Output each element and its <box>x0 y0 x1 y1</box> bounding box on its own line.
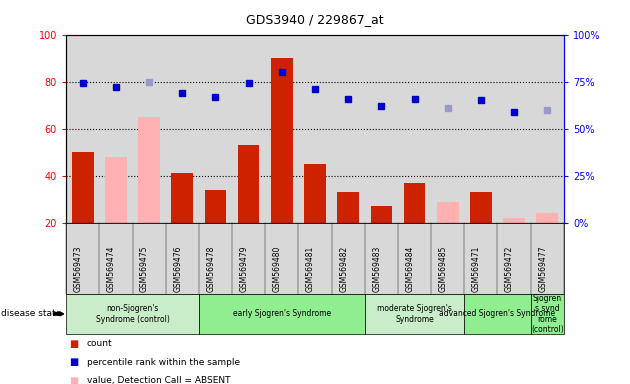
Text: moderate Sjogren's
Syndrome: moderate Sjogren's Syndrome <box>377 304 452 324</box>
Text: value, Detection Call = ABSENT: value, Detection Call = ABSENT <box>87 376 231 384</box>
Text: GSM569471: GSM569471 <box>472 245 481 292</box>
Text: Sjogren
s synd
rome
(control): Sjogren s synd rome (control) <box>531 294 564 334</box>
Text: GSM569475: GSM569475 <box>140 245 149 292</box>
Bar <box>271 58 292 223</box>
Text: advanced Sjogren's Syndrome: advanced Sjogren's Syndrome <box>440 310 556 318</box>
Bar <box>304 164 326 223</box>
Bar <box>171 173 193 223</box>
Bar <box>537 214 558 223</box>
Bar <box>205 190 226 223</box>
Text: ■: ■ <box>69 339 79 349</box>
Text: ■: ■ <box>69 357 79 367</box>
Bar <box>139 117 160 223</box>
Text: ■: ■ <box>69 376 79 384</box>
Text: GSM569472: GSM569472 <box>505 245 514 292</box>
Text: GSM569477: GSM569477 <box>538 245 547 292</box>
Text: GDS3940 / 229867_at: GDS3940 / 229867_at <box>246 13 384 26</box>
Text: GSM569479: GSM569479 <box>239 245 249 292</box>
Text: GSM569480: GSM569480 <box>273 245 282 292</box>
Bar <box>503 218 525 223</box>
Text: GSM569478: GSM569478 <box>207 245 215 292</box>
Text: GSM569483: GSM569483 <box>372 245 381 292</box>
Bar <box>470 192 491 223</box>
Text: GSM569476: GSM569476 <box>173 245 182 292</box>
Bar <box>404 183 425 223</box>
Bar <box>338 192 359 223</box>
Text: GSM569473: GSM569473 <box>74 245 83 292</box>
Text: disease state: disease state <box>1 310 61 318</box>
Bar <box>105 157 127 223</box>
Text: GSM569484: GSM569484 <box>406 245 415 292</box>
Text: GSM569474: GSM569474 <box>107 245 116 292</box>
Text: early Sjogren's Syndrome: early Sjogren's Syndrome <box>232 310 331 318</box>
Bar <box>238 145 260 223</box>
Bar <box>437 202 459 223</box>
Text: GSM569482: GSM569482 <box>339 246 348 292</box>
Bar <box>72 152 93 223</box>
Bar <box>370 206 392 223</box>
Text: GSM569485: GSM569485 <box>438 245 448 292</box>
Text: GSM569481: GSM569481 <box>306 246 315 292</box>
Text: count: count <box>87 339 113 348</box>
Text: non-Sjogren's
Syndrome (control): non-Sjogren's Syndrome (control) <box>96 304 169 324</box>
Text: percentile rank within the sample: percentile rank within the sample <box>87 358 240 367</box>
